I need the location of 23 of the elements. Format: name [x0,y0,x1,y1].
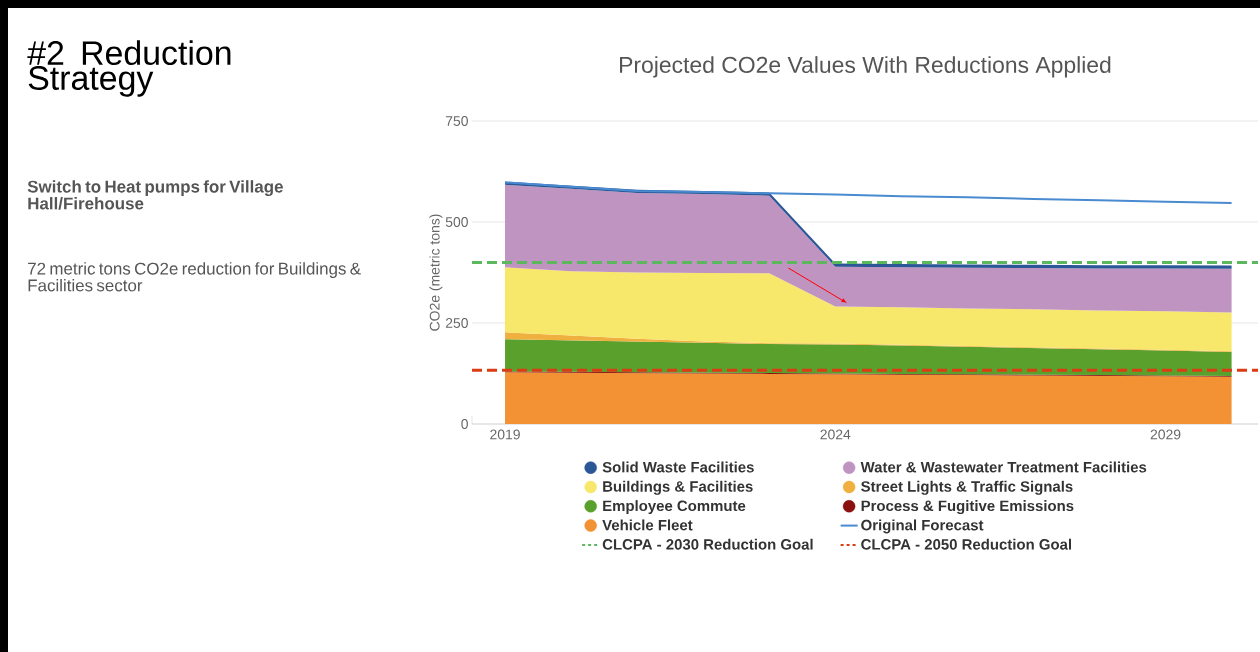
y-tick-label: 0 [461,419,468,429]
text: #2 Reduction Strategy [27,40,231,97]
legend-label: Original Forecast [861,519,984,534]
legend-label: Buildings & Facilities [603,480,753,495]
legend-label: Solid Waste Facilities [602,461,754,473]
line-series [504,181,1233,204]
legend-label: CLCPA - 2050 Reduction Goal [861,538,1072,550]
legend-label: Process & Fugitive Emissions [861,500,1074,515]
chart-title: Projected CO2e Values With Reductions Applied [620,56,1111,78]
x-tick-label: 2019 [490,429,520,440]
legend-label: Vehicle Fleet [602,519,693,531]
text: Switch to Heat pumps for Village Hall/Firehouse [27,180,283,210]
x-tick-label: 2029 [1150,429,1181,440]
x-tick-label: 2024 [820,429,851,440]
legend-label: CLCPA - 2030 Reduction Goal [602,538,813,550]
y-tick-label: 750 [445,116,468,126]
legend-label: Water & Wastewater Treatment Facilities [860,461,1147,473]
y-axis-title: CO2e (metric tons) [429,214,443,331]
y-tick-label: 250 [445,318,468,328]
legend-label: Employee Commute [603,500,746,515]
y-tick-label: 500 [445,217,468,227]
text: 72 metric tons CO2e reduction for Buildings & Facilities sector [28,262,361,292]
legend-label: Street Lights & Traffic Signals [861,480,1073,495]
